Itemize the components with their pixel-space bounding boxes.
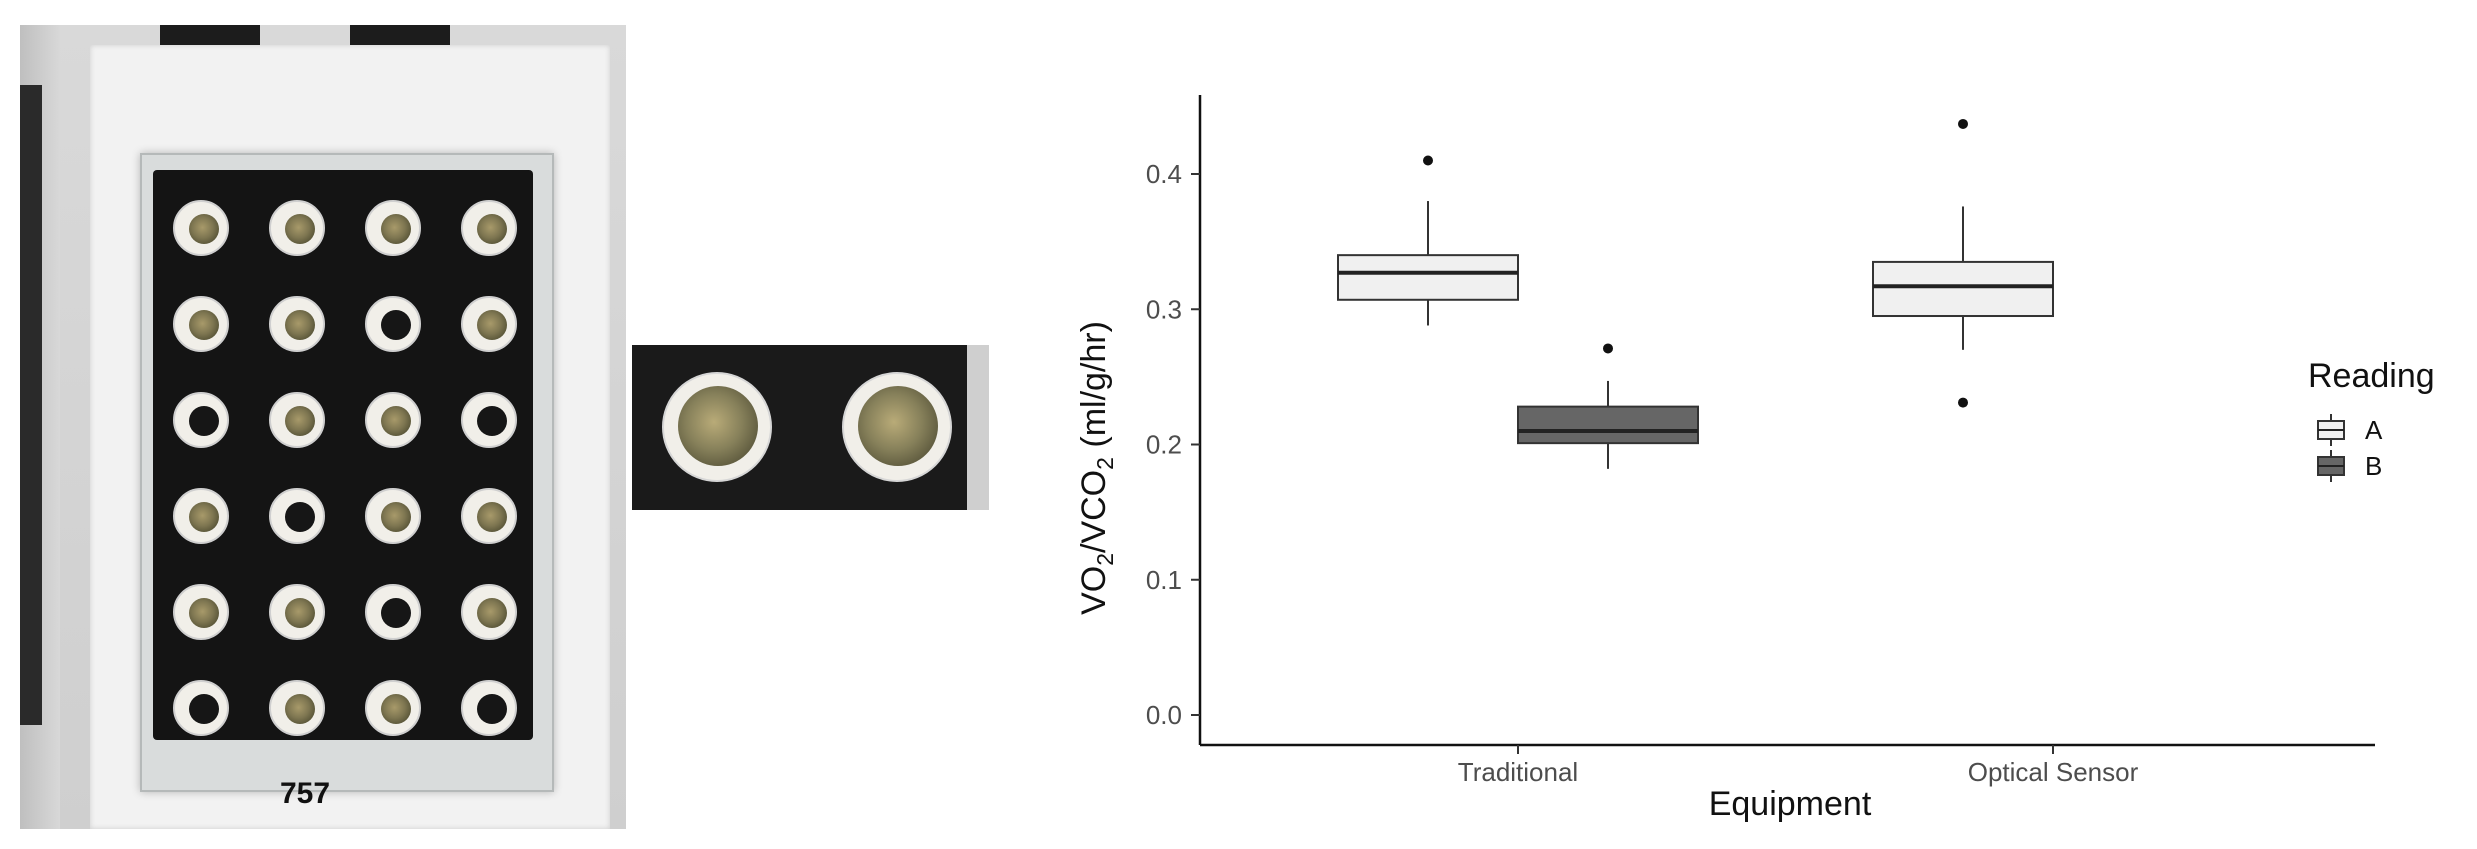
plate-well	[365, 680, 421, 736]
plate-well	[365, 296, 421, 352]
closeup-well-left	[662, 372, 772, 482]
plate-well	[365, 200, 421, 256]
plate-well	[269, 200, 325, 256]
y-axis-title: VO2/VCO2 (ml/g/hr)	[1075, 321, 1118, 615]
boxes	[1337, 118, 2054, 469]
outlier-point	[1423, 155, 1433, 166]
plate-well	[269, 488, 325, 544]
plate-well	[461, 488, 517, 544]
plate-well	[461, 680, 517, 736]
legend: Reading AB	[2308, 357, 2435, 482]
well-plate-photo: 757	[20, 25, 626, 829]
legend-items: AB	[2317, 414, 2383, 482]
plate-well	[269, 584, 325, 640]
closeup-edge	[967, 345, 989, 510]
box-iqr	[1337, 254, 1519, 301]
y-tick-label: 0.3	[1146, 294, 1182, 324]
y-tick-label: 0.0	[1146, 700, 1182, 730]
box-A-traditional	[1337, 155, 1519, 326]
y-title-unit: (ml/g/hr)	[1075, 321, 1113, 457]
plate-well	[173, 392, 229, 448]
legend-label: B	[2365, 451, 2382, 481]
y-title-vco: /VCO	[1075, 470, 1113, 553]
y-tick-label: 0.4	[1146, 159, 1182, 189]
y-tick-label: 0.1	[1146, 565, 1182, 595]
legend-item-b: B	[2317, 450, 2382, 482]
plate-well	[461, 200, 517, 256]
plate-well	[461, 584, 517, 640]
plate-well	[173, 296, 229, 352]
box-iqr	[1517, 405, 1699, 445]
legend-title: Reading	[2308, 357, 2435, 395]
x-axis-title: Equipment	[1709, 785, 1872, 823]
x-ticks: Traditional Optical Sensor	[1458, 745, 2139, 787]
y-ticks: 0.0 0.1 0.2 0.3 0.4	[1146, 159, 1200, 730]
plate-well	[269, 680, 325, 736]
box-B-traditional	[1517, 343, 1699, 469]
plate-label: 757	[280, 777, 331, 810]
x-tick-label: Traditional	[1458, 757, 1578, 787]
legend-label: A	[2365, 415, 2383, 445]
plate-well	[461, 296, 517, 352]
plate-well	[365, 488, 421, 544]
photo-background-top-block-2	[350, 25, 450, 45]
closeup-well-right	[842, 372, 952, 482]
plate-well	[173, 584, 229, 640]
y-title-vo: VO	[1075, 566, 1113, 615]
outlier-point	[1958, 118, 1968, 129]
photo-background-top-block	[160, 25, 260, 45]
plate-well	[269, 296, 325, 352]
plate-well	[461, 392, 517, 448]
box-iqr	[1872, 260, 2054, 318]
outlier-point	[1603, 343, 1613, 354]
plate-well	[269, 392, 325, 448]
legend-item-a: A	[2317, 414, 2383, 446]
box-A-optical-sensor	[1872, 118, 2054, 408]
plate-well	[173, 200, 229, 256]
y-tick-label: 0.2	[1146, 430, 1182, 460]
y-title-sub2: 2	[1092, 457, 1118, 470]
well-plate	[153, 170, 533, 740]
plate-well	[173, 680, 229, 736]
y-title-sub1: 2	[1092, 553, 1118, 566]
x-tick-label: Optical Sensor	[1968, 757, 2139, 787]
chart-axes	[1198, 95, 2375, 747]
plate-well	[173, 488, 229, 544]
well-closeup-photo	[632, 345, 989, 510]
outlier-point	[1958, 397, 1968, 408]
plate-well	[365, 392, 421, 448]
photo-background-dark-strip	[20, 85, 42, 725]
plate-well	[365, 584, 421, 640]
